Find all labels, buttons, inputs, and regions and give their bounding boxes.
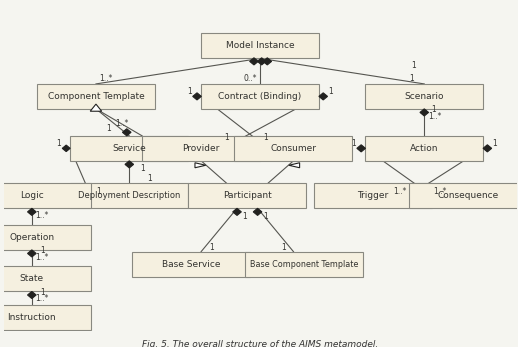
FancyBboxPatch shape bbox=[142, 136, 260, 161]
Text: Operation: Operation bbox=[9, 233, 54, 242]
Text: State: State bbox=[20, 274, 44, 283]
Text: 1: 1 bbox=[96, 187, 101, 196]
Text: 1: 1 bbox=[412, 61, 416, 70]
Text: 1..*: 1..* bbox=[35, 294, 49, 303]
Text: Model Instance: Model Instance bbox=[226, 41, 294, 50]
FancyBboxPatch shape bbox=[409, 183, 518, 208]
FancyBboxPatch shape bbox=[70, 136, 189, 161]
FancyBboxPatch shape bbox=[37, 84, 155, 109]
Polygon shape bbox=[125, 161, 134, 168]
Text: Participant: Participant bbox=[223, 191, 271, 200]
Text: Logic: Logic bbox=[20, 191, 44, 200]
Polygon shape bbox=[62, 145, 70, 152]
Polygon shape bbox=[27, 250, 36, 257]
Text: Fig. 5. The overall structure of the AIMS metamodel.: Fig. 5. The overall structure of the AIM… bbox=[142, 340, 378, 347]
Text: 1: 1 bbox=[409, 74, 414, 83]
Text: 1: 1 bbox=[140, 164, 145, 173]
Text: Base Service: Base Service bbox=[162, 260, 220, 269]
Text: 0..*: 0..* bbox=[243, 74, 256, 83]
FancyBboxPatch shape bbox=[189, 183, 306, 208]
Text: 1: 1 bbox=[40, 288, 45, 297]
Text: Provider: Provider bbox=[182, 144, 220, 153]
Text: Instruction: Instruction bbox=[8, 313, 56, 322]
Text: Contract (Binding): Contract (Binding) bbox=[219, 92, 302, 101]
Text: Component Template: Component Template bbox=[48, 92, 145, 101]
Text: 1: 1 bbox=[492, 139, 497, 149]
Polygon shape bbox=[263, 58, 271, 65]
FancyBboxPatch shape bbox=[132, 252, 250, 277]
Text: 1: 1 bbox=[352, 139, 356, 149]
Text: 1: 1 bbox=[40, 246, 45, 255]
Text: 1..*: 1..* bbox=[115, 119, 128, 128]
Text: 1: 1 bbox=[281, 243, 285, 252]
Text: 1..*: 1..* bbox=[99, 74, 113, 83]
Text: Base Component Template: Base Component Template bbox=[250, 260, 358, 269]
Polygon shape bbox=[420, 109, 428, 116]
Text: Deployment Description: Deployment Description bbox=[78, 191, 180, 200]
FancyBboxPatch shape bbox=[314, 183, 432, 208]
Text: Trigger: Trigger bbox=[357, 191, 388, 200]
Polygon shape bbox=[289, 163, 299, 168]
Polygon shape bbox=[253, 208, 262, 215]
Text: 1: 1 bbox=[209, 243, 214, 252]
Text: 1: 1 bbox=[242, 212, 247, 221]
Polygon shape bbox=[27, 208, 36, 215]
Text: Service: Service bbox=[112, 144, 146, 153]
Text: Scenario: Scenario bbox=[405, 92, 444, 101]
Polygon shape bbox=[27, 291, 36, 298]
Text: Action: Action bbox=[410, 144, 439, 153]
FancyBboxPatch shape bbox=[365, 136, 483, 161]
FancyBboxPatch shape bbox=[0, 225, 91, 250]
Polygon shape bbox=[195, 163, 206, 168]
Text: 1: 1 bbox=[106, 124, 111, 133]
Text: 1..*: 1..* bbox=[35, 253, 49, 262]
Text: 1..*: 1..* bbox=[428, 112, 441, 121]
Polygon shape bbox=[319, 93, 327, 100]
Polygon shape bbox=[233, 208, 241, 215]
Text: 1..*: 1..* bbox=[35, 211, 49, 220]
Text: 1: 1 bbox=[263, 133, 268, 142]
Polygon shape bbox=[357, 145, 366, 152]
Text: 1: 1 bbox=[148, 175, 152, 184]
Text: Consumer: Consumer bbox=[270, 144, 316, 153]
Text: 1: 1 bbox=[224, 133, 229, 142]
FancyBboxPatch shape bbox=[201, 33, 319, 58]
FancyBboxPatch shape bbox=[70, 183, 189, 208]
Text: 1: 1 bbox=[188, 87, 192, 96]
Polygon shape bbox=[193, 93, 202, 100]
FancyBboxPatch shape bbox=[365, 84, 483, 109]
Polygon shape bbox=[483, 145, 492, 152]
Polygon shape bbox=[257, 58, 266, 65]
Text: 1..*: 1..* bbox=[433, 187, 447, 196]
Text: 1: 1 bbox=[431, 105, 436, 114]
FancyBboxPatch shape bbox=[0, 305, 91, 330]
FancyBboxPatch shape bbox=[0, 183, 91, 208]
Text: 1: 1 bbox=[56, 139, 62, 149]
Text: 1: 1 bbox=[263, 212, 268, 221]
FancyBboxPatch shape bbox=[201, 84, 319, 109]
FancyBboxPatch shape bbox=[244, 252, 363, 277]
Text: 1..*: 1..* bbox=[393, 187, 406, 196]
Text: Consequence: Consequence bbox=[437, 191, 498, 200]
Polygon shape bbox=[250, 58, 258, 65]
FancyBboxPatch shape bbox=[235, 136, 352, 161]
Polygon shape bbox=[122, 129, 131, 136]
Polygon shape bbox=[90, 104, 102, 111]
Text: 1: 1 bbox=[328, 87, 333, 96]
FancyBboxPatch shape bbox=[0, 266, 91, 291]
